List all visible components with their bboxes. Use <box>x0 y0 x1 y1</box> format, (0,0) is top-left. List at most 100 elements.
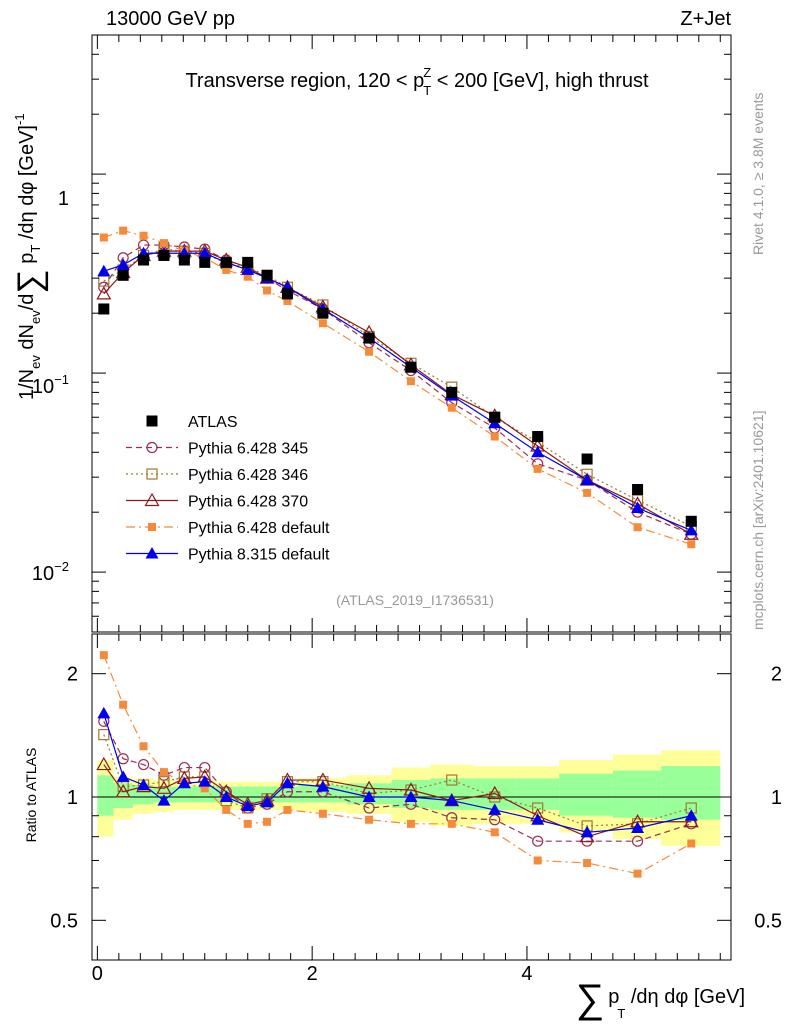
inner-band-bin-7 <box>236 786 258 803</box>
ratio-pythia-6-428-345-line <box>103 721 692 842</box>
ratio-pythia-6-428-default-point-14 <box>490 828 499 837</box>
pythia-6-428-346-line <box>103 248 692 527</box>
process-label: Z+Jet <box>680 8 731 30</box>
ratio-pythia-6-428-default-point-10 <box>318 809 327 818</box>
ratio-pythia-8-315-default-point-5 <box>198 775 212 787</box>
pythia-6-428-default-point-3 <box>159 239 168 248</box>
atlas-point-1 <box>117 269 129 281</box>
atlas-point-17 <box>632 484 644 496</box>
pythia-6-428-default-point-1 <box>119 226 128 235</box>
ratio-pythia-8-315-default-point-12 <box>404 790 418 802</box>
ratio-pythia-6-428-346-point-13 <box>446 774 458 786</box>
atlas-point-0 <box>98 303 110 315</box>
atlas-point-14 <box>489 411 501 423</box>
legend-label-pythia-6-428-370: Pythia 6.428 370 <box>188 494 308 511</box>
pythia-6-428-default-point-10 <box>318 319 327 328</box>
legend-marker-pythia-6-428-345 <box>146 441 158 454</box>
ratio-pythia-6-428-346-point-0 <box>98 729 110 741</box>
pythia-6-428-default-point-2 <box>139 231 148 240</box>
y-axis-label: 1/Nev dNev/d∑ pT /dη dφ [GeV]-1 <box>11 113 49 400</box>
ratio-pythia-6-428-346-point-15 <box>532 802 544 814</box>
ratio-pythia-6-428-default-point-12 <box>406 819 415 828</box>
atlas-point-15 <box>532 431 544 443</box>
legend-marker-pythia-8-315-default <box>145 547 159 559</box>
pythia-6-428-default-point-15 <box>533 464 542 473</box>
atlas-point-3 <box>158 249 170 261</box>
pythia-6-428-370-point-0 <box>96 286 112 300</box>
pythia-6-428-default-point-14 <box>490 432 499 441</box>
pythia-6-428-default-point-8 <box>263 286 272 295</box>
main-panel: Transverse region, 120 < pTZ < 200 [GeV]… <box>11 34 732 633</box>
ratio-series-pythia-8-315-default <box>97 706 698 838</box>
legend-marker-pythia-6-428-370 <box>144 492 160 507</box>
ratio-pythia-6-428-370-point-1 <box>115 784 131 798</box>
inner-band-bin-15 <box>516 778 560 810</box>
analysis-watermark: (ATLAS_2019_I1736531) <box>336 592 494 608</box>
mcplots-label: mcplots.cern.ch [arXiv:2401.10621] <box>750 411 766 630</box>
ratio-pythia-6-428-default-point-5 <box>200 784 209 793</box>
legend-entry-atlas: ATLAS <box>146 414 238 431</box>
legend-marker-pythia-6-428-default <box>148 523 156 531</box>
ratio-ytick-label-left: 0.5 <box>50 910 78 932</box>
ratio-pythia-8-315-default-point-14 <box>488 803 502 815</box>
ratio-pythia-6-428-345-point-2 <box>137 758 150 771</box>
pythia-6-428-default-point-9 <box>283 297 292 306</box>
atlas-point-7 <box>242 256 254 268</box>
ratio-ytick-label-left: 1 <box>67 787 78 809</box>
ratio-pythia-8-315-default-point-16 <box>580 825 594 838</box>
ratio-pythia-8-315-default-point-15 <box>531 813 545 825</box>
atlas-point-10 <box>317 307 329 319</box>
pythia-6-428-default-point-0 <box>99 233 108 242</box>
pythia-8-315-default-point-17 <box>631 501 645 513</box>
pythia-6-428-default-point-16 <box>583 488 592 497</box>
atlas-point-6 <box>220 256 232 268</box>
main-frame <box>91 34 732 633</box>
ratio-pythia-6-428-370-point-14 <box>487 785 503 800</box>
pythia-8-315-default-point-0 <box>97 264 111 277</box>
ytick-label-0p01: 10−2 <box>32 559 69 585</box>
ytick-label-1: 1 <box>58 188 69 210</box>
pythia-8-315-default-point-1 <box>116 258 130 270</box>
inner-band-bin-17 <box>612 770 662 818</box>
plot-title: Transverse region, 120 < pTZ < 200 [GeV]… <box>185 65 649 98</box>
legend-label-pythia-6-428-default: Pythia 6.428 default <box>188 520 330 537</box>
ratio-pythia-6-428-default-point-15 <box>533 856 542 865</box>
pythia-6-428-default-point-13 <box>447 403 456 412</box>
pythia-6-428-default-point-18 <box>687 540 696 549</box>
legend-entry-pythia-6-428-default: Pythia 6.428 default <box>126 520 330 537</box>
inner-band-bin-16 <box>559 773 613 816</box>
ratio-pythia-8-315-default-point-2 <box>137 778 151 790</box>
inner-band-bin-5 <box>194 786 216 803</box>
inner-band-bin-9 <box>276 786 299 803</box>
ratio-data-marks <box>96 651 699 878</box>
series-atlas <box>98 249 697 527</box>
ratio-pythia-8-315-default-point-18 <box>684 809 698 821</box>
pythia-6-428-default-point-6 <box>222 265 231 274</box>
ratio-pythia-8-315-default-point-1 <box>116 770 130 782</box>
ratio-series-pythia-6-428-default <box>99 651 696 878</box>
pythia-8-315-default-point-7 <box>241 263 255 275</box>
legend-marker-atlas <box>146 415 158 427</box>
pythia-8-315-default-point-15 <box>531 445 545 458</box>
pythia-8-315-default-point-18 <box>684 523 698 536</box>
ratio-tick-labels: 0.5 0.5 1 1 2 2 0 2 4 <box>50 664 782 985</box>
legend-entry-pythia-8-315-default: Pythia 8.315 default <box>126 547 330 564</box>
atlas-point-16 <box>581 453 593 465</box>
ratio-pythia-6-428-default-point-13 <box>447 819 456 828</box>
xtick-label: 2 <box>307 963 318 985</box>
legend-entry-pythia-6-428-345: Pythia 6.428 345 <box>126 441 308 458</box>
legend-label-pythia-6-428-346: Pythia 6.428 346 <box>188 467 308 484</box>
ratio-ytick-label-left: 2 <box>67 664 78 686</box>
ratio-pythia-6-428-346-point-3 <box>158 776 170 788</box>
ratio-pythia-6-428-default-point-7 <box>243 819 252 828</box>
ratio-ytick-label-right: 1 <box>771 787 782 809</box>
inner-band-bin-4 <box>173 786 195 803</box>
ratio-pythia-6-428-default-point-1 <box>119 700 128 709</box>
ratio-pythia-6-428-default-point-18 <box>687 839 696 848</box>
ratio-pythia-6-428-default-point-11 <box>365 815 374 824</box>
ratio-pythia-6-428-370-point-0 <box>96 756 112 771</box>
ratio-pythia-8-315-default-point-11 <box>362 790 376 802</box>
ratio-y-axis-label: Ratio to ATLAS <box>23 748 39 843</box>
ratio-pythia-6-428-default-point-3 <box>159 768 168 777</box>
